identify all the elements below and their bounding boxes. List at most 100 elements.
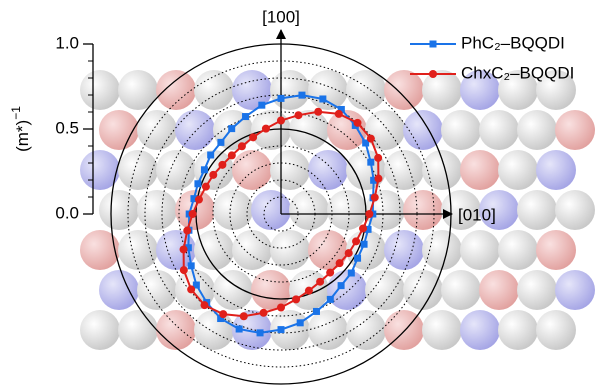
data-point bbox=[202, 183, 210, 191]
data-point bbox=[195, 196, 203, 204]
sphere bbox=[308, 150, 348, 190]
y-tick-label: 0.5 bbox=[55, 118, 79, 137]
sphere bbox=[137, 110, 177, 150]
data-point bbox=[277, 117, 285, 125]
data-point bbox=[189, 210, 197, 218]
data-point bbox=[313, 308, 320, 315]
data-point bbox=[371, 193, 379, 201]
sphere bbox=[270, 230, 310, 270]
axis-right-label: [010] bbox=[458, 205, 496, 224]
data-point bbox=[316, 278, 324, 286]
sphere bbox=[517, 190, 557, 230]
sphere bbox=[194, 230, 234, 270]
sphere bbox=[498, 150, 538, 190]
sphere bbox=[498, 230, 538, 270]
sphere bbox=[384, 150, 424, 190]
data-point bbox=[207, 151, 214, 158]
sphere bbox=[555, 270, 595, 310]
sphere bbox=[517, 110, 557, 150]
data-point bbox=[292, 295, 300, 303]
sphere bbox=[289, 190, 329, 230]
sphere bbox=[403, 270, 443, 310]
sphere bbox=[137, 190, 177, 230]
data-point bbox=[187, 285, 195, 293]
sphere bbox=[441, 110, 481, 150]
sphere bbox=[422, 70, 462, 110]
sphere bbox=[213, 270, 253, 310]
sphere bbox=[479, 270, 519, 310]
data-point bbox=[359, 224, 367, 232]
data-point bbox=[367, 135, 375, 143]
sphere bbox=[517, 270, 557, 310]
sphere bbox=[232, 230, 272, 270]
sphere bbox=[479, 110, 519, 150]
sphere bbox=[327, 270, 367, 310]
axis-up-label: [100] bbox=[262, 7, 300, 26]
legend-marker bbox=[430, 41, 437, 48]
sphere bbox=[118, 310, 158, 350]
data-point bbox=[348, 270, 355, 277]
sphere bbox=[251, 270, 291, 310]
data-point bbox=[374, 154, 382, 162]
chart: [100] [010] (m*)−1 0.0 0.5 1.0 PhC₂–BQQDI Ch… bbox=[0, 0, 598, 385]
data-point bbox=[217, 139, 224, 146]
y-tick-label: 0.0 bbox=[55, 203, 79, 222]
sphere bbox=[270, 150, 310, 190]
sphere bbox=[536, 230, 576, 270]
data-point bbox=[180, 266, 188, 274]
data-point bbox=[297, 319, 304, 326]
sphere bbox=[460, 230, 500, 270]
sphere bbox=[460, 310, 500, 350]
sphere bbox=[555, 110, 595, 150]
sphere bbox=[156, 150, 196, 190]
data-point bbox=[219, 310, 227, 318]
y-axis-label: (m*)−1 bbox=[9, 106, 32, 152]
sphere bbox=[365, 270, 405, 310]
data-point bbox=[260, 309, 268, 317]
y-label-main: (m*) bbox=[13, 120, 32, 152]
sphere bbox=[99, 190, 139, 230]
sphere bbox=[384, 70, 424, 110]
data-point bbox=[319, 95, 326, 102]
data-point bbox=[249, 133, 257, 141]
data-point bbox=[242, 113, 249, 120]
data-point bbox=[345, 249, 353, 257]
sphere bbox=[308, 310, 348, 350]
data-point bbox=[218, 161, 226, 169]
sphere bbox=[460, 150, 500, 190]
data-point bbox=[278, 326, 285, 333]
sphere bbox=[365, 110, 405, 150]
sphere bbox=[498, 310, 538, 350]
data-point bbox=[188, 262, 195, 269]
legend-label: PhC₂–BQQDI bbox=[461, 33, 565, 52]
y-tick-label: 1.0 bbox=[55, 33, 79, 52]
data-point bbox=[228, 151, 236, 159]
data-point bbox=[327, 296, 334, 303]
data-point bbox=[180, 245, 188, 253]
data-point bbox=[294, 111, 302, 119]
sphere bbox=[118, 150, 158, 190]
data-point bbox=[354, 255, 361, 262]
data-point bbox=[314, 108, 322, 116]
data-point bbox=[374, 175, 382, 183]
sphere bbox=[422, 310, 462, 350]
sphere bbox=[536, 310, 576, 350]
data-point bbox=[277, 304, 285, 312]
legend-label: ChxC₂–BQQDI bbox=[461, 63, 574, 82]
data-point bbox=[228, 125, 235, 132]
data-point bbox=[335, 110, 343, 118]
sphere bbox=[156, 310, 196, 350]
data-point bbox=[361, 241, 368, 248]
sphere bbox=[175, 110, 215, 150]
legend-marker bbox=[429, 70, 437, 78]
data-point bbox=[201, 166, 208, 173]
data-point bbox=[240, 312, 248, 320]
data-point bbox=[236, 326, 243, 333]
y-label-sup: −1 bbox=[9, 106, 23, 120]
data-point bbox=[336, 259, 344, 267]
data-point bbox=[353, 119, 361, 127]
sphere bbox=[251, 190, 291, 230]
sphere bbox=[403, 190, 443, 230]
data-point bbox=[262, 125, 270, 133]
data-point bbox=[298, 92, 305, 99]
